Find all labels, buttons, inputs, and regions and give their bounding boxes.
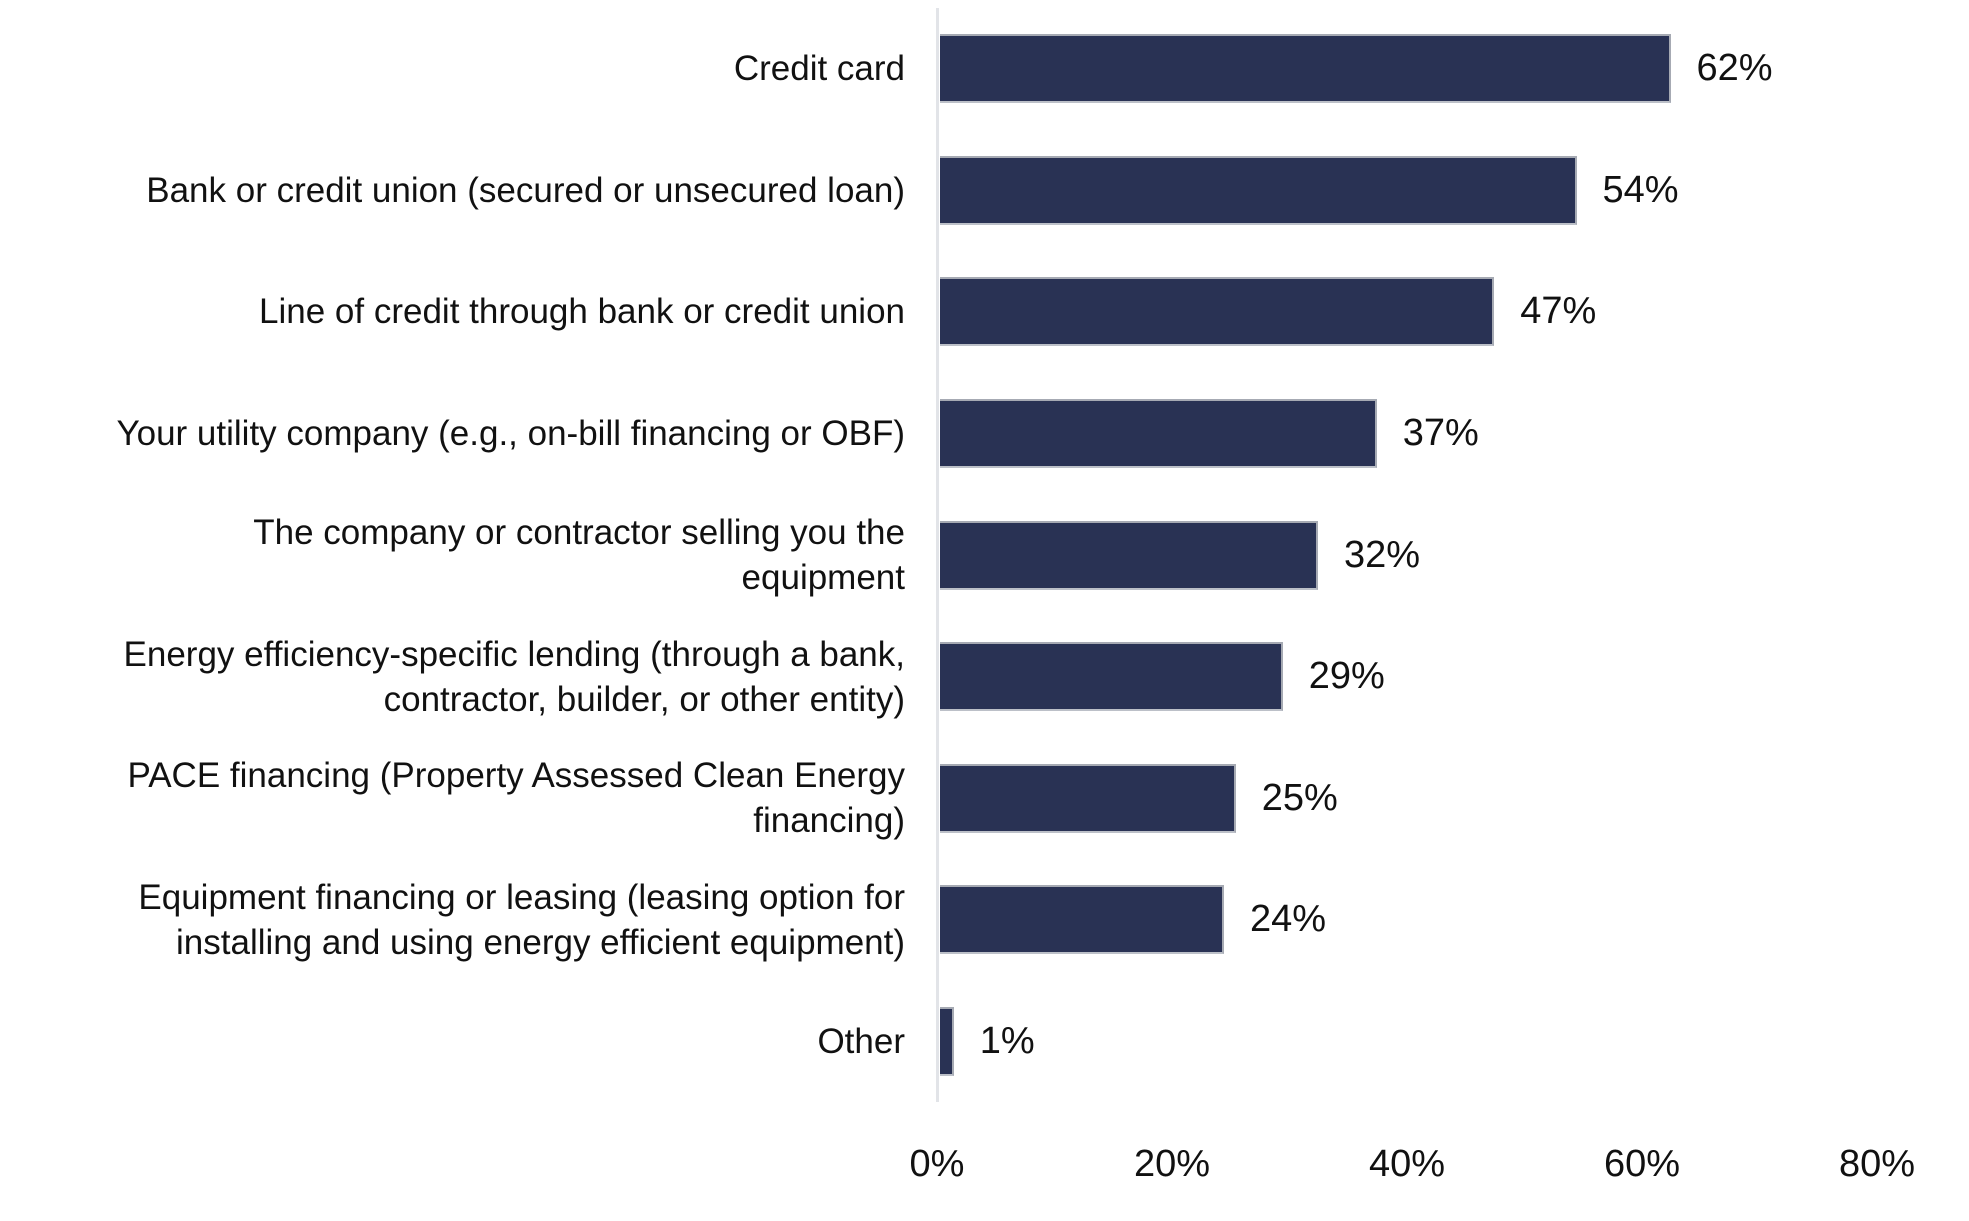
bar bbox=[940, 399, 1377, 469]
bar bbox=[940, 642, 1283, 712]
chart-row: Credit card 62% bbox=[0, 8, 1969, 130]
x-axis-tick: 40% bbox=[1368, 1143, 1446, 1185]
plot-area: 25% bbox=[940, 763, 1969, 833]
plot-area: 32% bbox=[940, 520, 1969, 590]
bar bbox=[940, 277, 1495, 347]
plot-area: 29% bbox=[940, 642, 1969, 712]
value-label: 1% bbox=[979, 1020, 1035, 1063]
value-label: 25% bbox=[1261, 776, 1338, 819]
plot-area: 62% bbox=[940, 34, 1969, 104]
category-label: PACE financing (Property Assessed Clean … bbox=[127, 756, 905, 841]
category-label: Other bbox=[817, 1022, 905, 1062]
chart-row: Energy efficiency-specific lending (thro… bbox=[0, 616, 1969, 738]
chart-row: The company or contractor selling you th… bbox=[0, 494, 1969, 616]
category-label: The company or contractor selling you th… bbox=[253, 513, 905, 598]
category-label: Equipment financing or leasing (leasing … bbox=[138, 877, 905, 962]
chart-row: Equipment financing or leasing (leasing … bbox=[0, 859, 1969, 981]
category-label: Bank or credit union (secured or unsecur… bbox=[146, 170, 905, 210]
bar bbox=[940, 34, 1671, 104]
category-label: Line of credit through bank or credit un… bbox=[259, 292, 905, 332]
x-axis-tick: 0% bbox=[909, 1143, 965, 1185]
chart-row: Bank or credit union (secured or unsecur… bbox=[0, 130, 1969, 252]
value-label: 62% bbox=[1696, 47, 1773, 90]
category-label: Credit card bbox=[733, 49, 905, 89]
plot-area: 47% bbox=[940, 277, 1969, 347]
chart-row: PACE financing (Property Assessed Clean … bbox=[0, 738, 1969, 860]
chart-row: Your utility company (e.g., on-bill fina… bbox=[0, 373, 1969, 495]
y-axis-line bbox=[936, 8, 939, 1102]
chart-rows: Credit card 62% Bank or credit union (secu… bbox=[0, 8, 1969, 1102]
x-axis-tick: 60% bbox=[1603, 1143, 1681, 1185]
plot-area: 1% bbox=[940, 1007, 1969, 1077]
category-label: Your utility company (e.g., on-bill fina… bbox=[116, 414, 905, 454]
value-label: 32% bbox=[1344, 533, 1421, 576]
x-axis-tick: 20% bbox=[1133, 1143, 1211, 1185]
bar bbox=[940, 763, 1236, 833]
chart-row: Other 1% bbox=[0, 981, 1969, 1103]
bar bbox=[940, 1007, 954, 1077]
value-label: 24% bbox=[1250, 898, 1327, 941]
x-axis-tick: 80% bbox=[1838, 1143, 1916, 1185]
chart-row: Line of credit through bank or credit un… bbox=[0, 251, 1969, 373]
bar bbox=[940, 885, 1224, 955]
value-label: 54% bbox=[1602, 168, 1679, 211]
value-label: 29% bbox=[1308, 655, 1385, 698]
category-label: Energy efficiency-specific lending (thro… bbox=[123, 634, 905, 719]
plot-area: 24% bbox=[940, 885, 1969, 955]
value-label: 47% bbox=[1520, 290, 1597, 333]
plot-area: 37% bbox=[940, 399, 1969, 469]
bar bbox=[940, 520, 1318, 590]
value-label: 37% bbox=[1402, 412, 1479, 455]
bar bbox=[940, 155, 1577, 225]
plot-area: 54% bbox=[940, 155, 1969, 225]
